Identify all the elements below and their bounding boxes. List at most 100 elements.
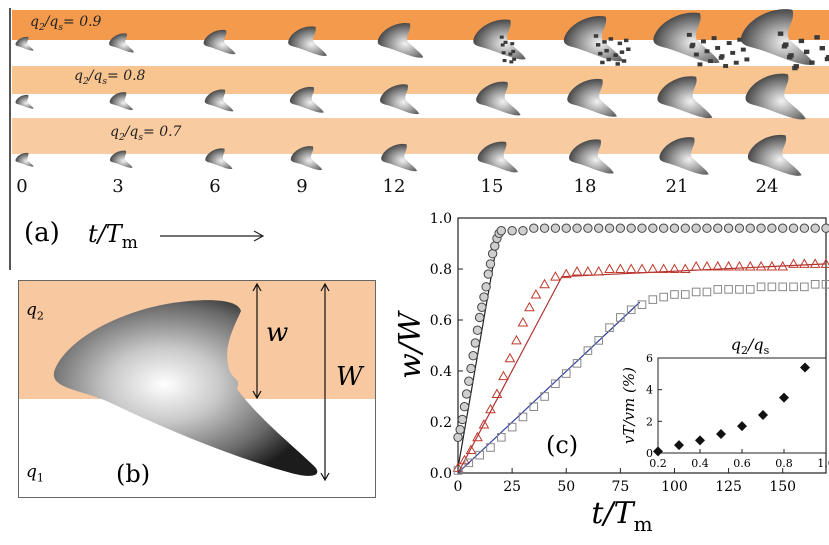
point-triangle — [517, 317, 529, 327]
inset-x-tick-label: 0.8 — [775, 457, 793, 470]
point-square — [648, 295, 658, 304]
row-label-0.9: q2/qs= 0.9 — [30, 14, 102, 33]
point-circle — [626, 223, 636, 233]
droplet-schematic-svg — [19, 281, 375, 497]
point-circle — [453, 432, 463, 443]
point-triangle — [452, 462, 464, 472]
inset-point-diamond — [800, 362, 810, 373]
point-circle — [788, 223, 799, 233]
point-circle — [457, 414, 468, 425]
inset-y-tick-label: 2 — [646, 415, 653, 428]
droplet-r2-t6 — [205, 148, 233, 169]
panel-b-label: (b) — [116, 460, 151, 488]
point-circle — [468, 351, 478, 361]
point-circle — [539, 223, 550, 233]
plot-frame — [457, 217, 827, 474]
x-tick-label: 100 — [661, 479, 688, 495]
droplet-r1-t3 — [109, 92, 134, 111]
point-square — [496, 433, 506, 442]
droplet-r0-t15 — [473, 19, 526, 64]
point-triangle — [712, 260, 724, 271]
point-circle — [778, 223, 788, 233]
point-circle — [550, 223, 561, 233]
y-tick-label: 0.0 — [430, 466, 452, 482]
point-square — [810, 280, 820, 289]
point-triangle — [701, 260, 713, 271]
point-square — [594, 336, 604, 345]
point-circle — [487, 249, 498, 259]
point-square — [605, 323, 614, 332]
droplet-r0-t18 — [563, 16, 631, 66]
x-axis-label: t/Tm — [591, 496, 652, 536]
point-square — [724, 285, 733, 294]
point-triangle — [511, 334, 522, 345]
droplet-r0-t12 — [377, 22, 424, 58]
inset-x-tick-label: 0.4 — [691, 457, 709, 470]
point-square — [680, 290, 690, 299]
inset-frame — [657, 357, 827, 454]
point-square — [529, 402, 539, 411]
inset-title: q2/qs — [731, 335, 770, 357]
point-circle — [713, 223, 723, 233]
droplet-r0-t24 — [740, 9, 829, 71]
point-triangle — [625, 263, 637, 273]
droplet-r1-t0 — [15, 94, 34, 109]
point-circle — [691, 223, 701, 233]
point-circle — [477, 302, 487, 312]
point-square — [778, 282, 788, 292]
point-square — [551, 379, 560, 389]
time-label-0: 0 — [16, 176, 28, 197]
droplet-r1-t18 — [567, 78, 617, 117]
inset-point-diamond — [737, 421, 747, 432]
point-circle — [680, 223, 690, 233]
droplet-r2-t15 — [477, 141, 518, 173]
W-dimension-arrow — [320, 282, 330, 482]
label-W: W — [336, 362, 363, 392]
droplet-r0-t6 — [203, 29, 236, 55]
panel-c-chart: 0.0 0.2 0.4 0.6 0.8 1.0 0 25 50 75 100 125 150 w/W t/T… — [396, 211, 829, 536]
point-circle — [470, 338, 481, 348]
band-row-0.7 — [12, 118, 829, 154]
droplet-r2-t9 — [290, 146, 323, 171]
point-triangle — [560, 268, 572, 279]
point-square — [670, 290, 679, 299]
point-square — [789, 282, 798, 292]
point-square — [540, 392, 549, 401]
point-triangle — [472, 431, 483, 442]
point-circle — [507, 226, 517, 236]
point-triangle — [658, 263, 670, 273]
point-triangle — [614, 263, 626, 273]
droplet-r2-t24 — [747, 134, 802, 176]
label-w: w — [266, 318, 289, 348]
y-tick-label: 0.2 — [430, 415, 452, 431]
point-triangle — [459, 454, 470, 465]
point-triangle — [777, 260, 789, 271]
inset-x-tick-label: 0.2 — [649, 457, 667, 470]
point-square — [475, 450, 484, 460]
inset-point-diamond — [716, 429, 726, 439]
point-triangle — [478, 419, 490, 429]
point-circle — [702, 223, 712, 233]
point-circle — [490, 241, 500, 251]
point-square — [583, 346, 593, 355]
point-square — [691, 287, 701, 297]
inset-point-diamond — [653, 446, 663, 457]
time-label-9: 9 — [296, 176, 308, 197]
point-square — [756, 282, 766, 292]
x-tick-label: 75 — [611, 479, 629, 495]
fit-line-square — [457, 301, 641, 474]
panel-c-label: (c) — [546, 431, 578, 459]
inset-point-diamond — [674, 440, 684, 451]
point-square — [616, 313, 625, 322]
label-q2: q2 — [26, 300, 44, 323]
inset-y-tick-label: 4 — [646, 384, 653, 397]
point-square — [713, 285, 723, 294]
point-triangle — [550, 271, 561, 281]
point-triangle — [788, 258, 799, 268]
point-circle — [669, 223, 680, 233]
y-axis-label: w/W — [396, 310, 428, 379]
droplet-r1-t15 — [476, 81, 521, 116]
point-triangle — [820, 258, 829, 268]
panel-a-time-axis-label: t/Tm — [88, 220, 138, 253]
point-circle — [461, 389, 472, 399]
